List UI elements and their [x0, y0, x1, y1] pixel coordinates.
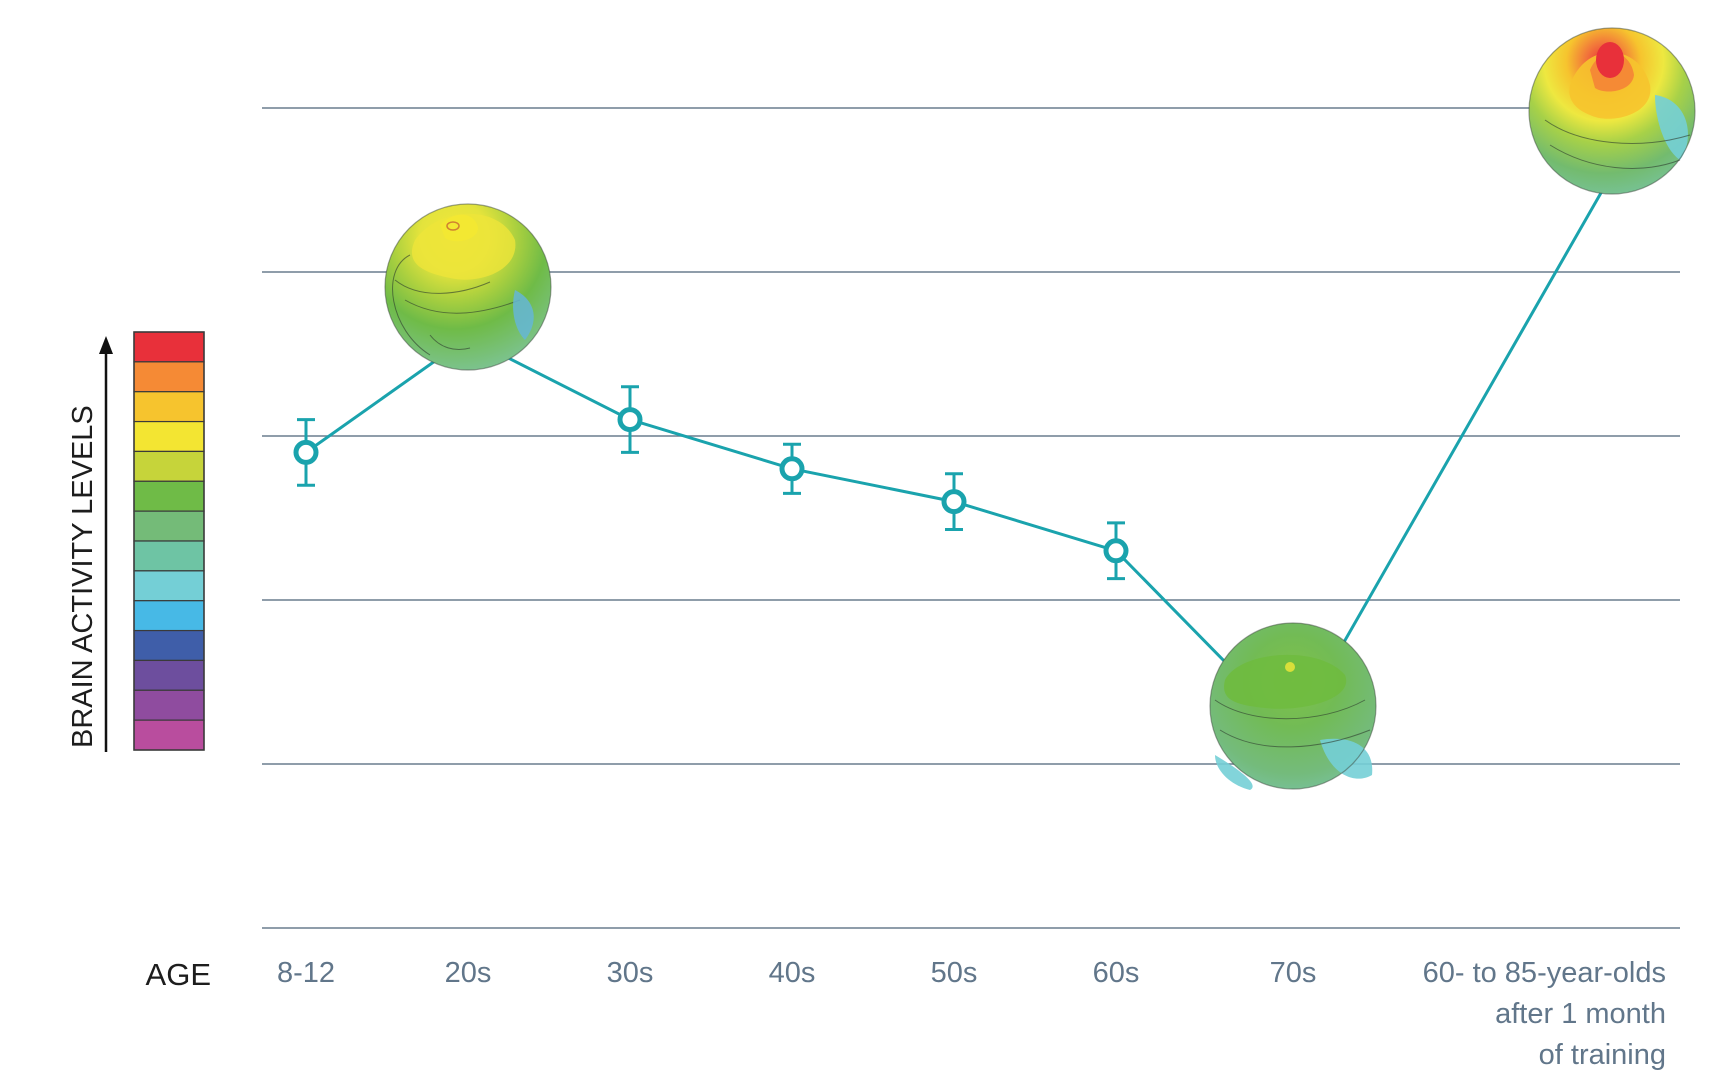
x-tick-label: 60- to 85-year-olds after 1 month of train… — [1423, 957, 1666, 1071]
x-tick-label: 30s — [607, 957, 654, 989]
color-scale-swatch — [133, 689, 205, 721]
data-point — [617, 407, 643, 433]
x-axis-label: AGE — [146, 957, 211, 992]
color-scale-swatch — [133, 510, 205, 542]
data-point — [779, 456, 805, 482]
color-scale-swatch — [133, 331, 205, 363]
brain-map-20s-icon — [384, 203, 552, 371]
color-scale-border — [133, 331, 205, 751]
data-point — [1103, 538, 1129, 564]
activity-color-scale — [133, 331, 205, 751]
color-scale-swatch — [133, 391, 205, 423]
color-scale-swatch — [133, 600, 205, 632]
data-points — [293, 407, 1129, 564]
color-scale-swatch — [133, 480, 205, 512]
x-tick-label: 60s — [1093, 957, 1140, 989]
color-scale-swatch — [133, 629, 205, 662]
x-tick-labels: 8-12 20s 30s 40s 50s 60s 70s 60- to 85-year-old… — [277, 957, 1666, 1071]
x-tick-label: 40s — [769, 957, 816, 989]
x-tick-label: 8-12 — [277, 957, 335, 989]
error-bars — [297, 385, 1125, 581]
color-scale-swatch — [133, 450, 205, 482]
color-scale-swatch — [133, 420, 205, 453]
data-point — [941, 489, 967, 515]
color-scale-swatch — [133, 570, 205, 602]
data-point — [293, 439, 319, 465]
color-scale-swatch — [133, 659, 205, 691]
color-scale-swatch — [133, 540, 205, 572]
y-axis-label: BRAIN ACTIVITY LEVELS — [67, 405, 99, 748]
brain-map-70s-icon — [1209, 622, 1377, 790]
color-scale-swatch — [133, 361, 205, 393]
x-tick-label: 50s — [931, 957, 978, 989]
x-tick-label: 20s — [445, 957, 492, 989]
x-tick-label: 70s — [1270, 957, 1317, 989]
y-axis-arrow — [99, 336, 113, 752]
brain-map-training-icon — [1528, 27, 1696, 195]
color-scale-swatch — [133, 719, 205, 751]
